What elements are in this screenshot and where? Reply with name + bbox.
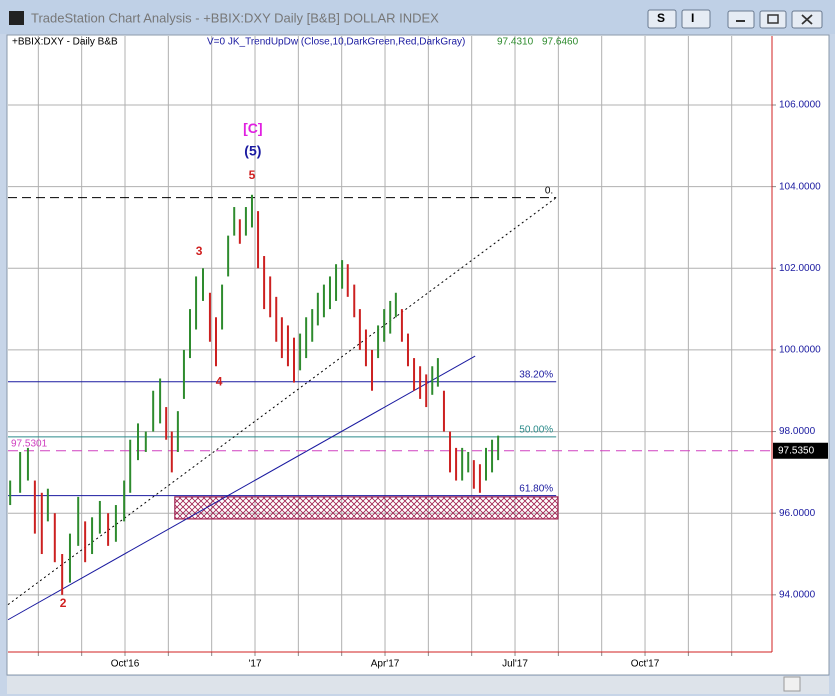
trendline [7,355,476,621]
maximize-icon [767,14,779,24]
indicator-value: 97.4310 [497,37,534,48]
minimize-icon [736,20,745,22]
support-zone [174,496,559,520]
y-tick-label: 96.0000 [779,508,816,519]
s-button[interactable] [647,9,677,29]
x-tick-label: '17 [248,659,261,670]
fib-label: 61.80% [519,483,553,494]
x-tick-label: Apr'17 [371,659,400,670]
y-tick-label: 106.0000 [779,100,821,111]
wave-label: 4 [216,375,223,389]
wave-label: 5 [249,168,256,182]
x-tick-label: Oct'16 [111,659,140,670]
wave-label: (5) [244,143,261,159]
fib-label: 50.00% [519,425,553,436]
close-icon [801,14,813,25]
x-tick-label: Jul'17 [502,659,528,670]
last-price-left-label: 97.5301 [11,438,48,449]
y-tick-label: 94.0000 [779,589,816,600]
maximize-button[interactable] [759,10,787,29]
wave-label: 2 [60,596,67,610]
app-icon [9,11,24,25]
last-price-box [773,442,828,459]
trendline [7,197,557,606]
indicator-label: V=0 JK_TrendUpDw (Close,10,DarkGreen,Red… [207,37,465,48]
y-tick-label: 102.0000 [779,263,821,274]
scroll-handle[interactable] [783,676,801,692]
window-title: TradeStation Chart Analysis - +BBIX:DXY … [31,10,439,25]
scroll-strip [7,676,829,694]
wave-label: 3 [196,244,203,258]
x-tick-label: Oct'17 [631,659,660,670]
y-tick-label: 100.0000 [779,345,821,356]
i-button-label[interactable]: I [691,11,694,25]
s-button-label[interactable]: S [657,11,665,25]
y-tick-label: 98.0000 [779,426,816,437]
last-price-right-label: 97.5350 [778,445,815,456]
indicator-value: 97.6460 [542,37,579,48]
minimize-button[interactable] [727,10,755,29]
y-tick-label: 104.0000 [779,181,821,192]
i-button[interactable] [681,9,711,29]
wave-label: [C] [243,120,262,136]
chart-panel [6,34,830,676]
fib-label: 0. [545,185,553,196]
symbol-label: +BBIX:DXY - Daily B&B [12,37,118,48]
fib-label: 38.20% [519,369,553,380]
plot: Oct'16 '17 Apr'17 Jul'17 Oct'17 94.0000 96.000… [7,36,828,670]
